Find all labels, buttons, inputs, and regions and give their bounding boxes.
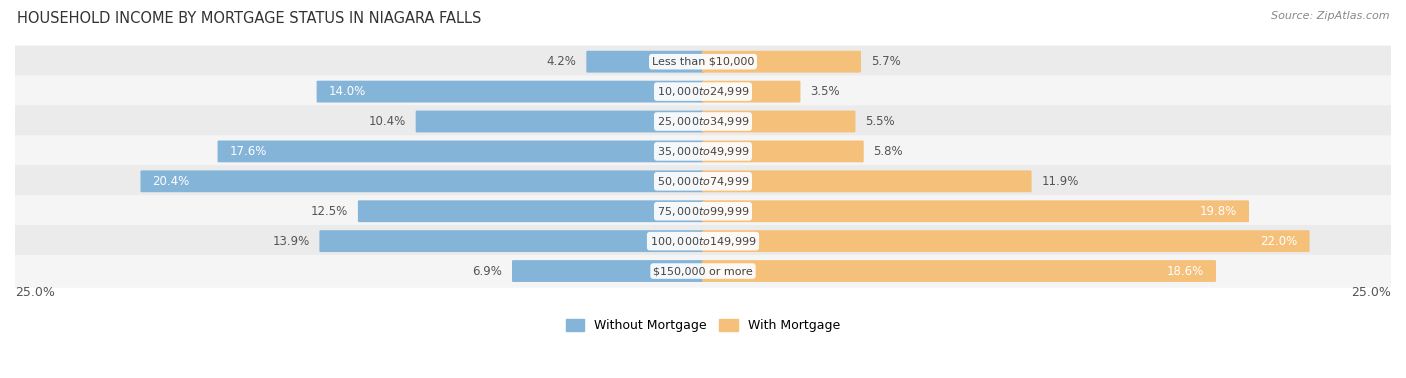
FancyBboxPatch shape	[702, 200, 1249, 222]
Text: 13.9%: 13.9%	[273, 235, 309, 248]
FancyBboxPatch shape	[702, 141, 863, 162]
Text: 25.0%: 25.0%	[15, 286, 55, 299]
Text: 5.8%: 5.8%	[873, 145, 903, 158]
Text: 19.8%: 19.8%	[1199, 205, 1237, 218]
Text: $50,000 to $74,999: $50,000 to $74,999	[657, 175, 749, 188]
FancyBboxPatch shape	[416, 111, 704, 132]
FancyBboxPatch shape	[7, 195, 1399, 228]
Text: 17.6%: 17.6%	[229, 145, 267, 158]
FancyBboxPatch shape	[319, 230, 704, 252]
FancyBboxPatch shape	[7, 225, 1399, 258]
Text: 25.0%: 25.0%	[1351, 286, 1391, 299]
FancyBboxPatch shape	[7, 76, 1399, 108]
Text: 22.0%: 22.0%	[1260, 235, 1298, 248]
Text: 11.9%: 11.9%	[1042, 175, 1078, 188]
Text: Source: ZipAtlas.com: Source: ZipAtlas.com	[1271, 11, 1389, 21]
FancyBboxPatch shape	[702, 170, 1032, 192]
Text: 6.9%: 6.9%	[472, 265, 502, 277]
FancyBboxPatch shape	[316, 81, 704, 102]
Text: Less than $10,000: Less than $10,000	[652, 57, 754, 67]
Legend: Without Mortgage, With Mortgage: Without Mortgage, With Mortgage	[561, 314, 845, 337]
Text: $25,000 to $34,999: $25,000 to $34,999	[657, 115, 749, 128]
Text: 4.2%: 4.2%	[547, 55, 576, 68]
Text: $10,000 to $24,999: $10,000 to $24,999	[657, 85, 749, 98]
FancyBboxPatch shape	[7, 105, 1399, 138]
Text: 3.5%: 3.5%	[810, 85, 839, 98]
FancyBboxPatch shape	[702, 51, 860, 73]
FancyBboxPatch shape	[7, 45, 1399, 79]
FancyBboxPatch shape	[702, 260, 1216, 282]
FancyBboxPatch shape	[218, 141, 704, 162]
Text: 10.4%: 10.4%	[368, 115, 406, 128]
Text: 20.4%: 20.4%	[153, 175, 190, 188]
Text: HOUSEHOLD INCOME BY MORTGAGE STATUS IN NIAGARA FALLS: HOUSEHOLD INCOME BY MORTGAGE STATUS IN N…	[17, 11, 481, 26]
Text: $35,000 to $49,999: $35,000 to $49,999	[657, 145, 749, 158]
Text: $75,000 to $99,999: $75,000 to $99,999	[657, 205, 749, 218]
Text: 14.0%: 14.0%	[329, 85, 366, 98]
Text: 5.5%: 5.5%	[865, 115, 896, 128]
Text: $100,000 to $149,999: $100,000 to $149,999	[650, 235, 756, 248]
FancyBboxPatch shape	[359, 200, 704, 222]
FancyBboxPatch shape	[512, 260, 704, 282]
Text: $150,000 or more: $150,000 or more	[654, 266, 752, 276]
Text: 12.5%: 12.5%	[311, 205, 349, 218]
Text: 5.7%: 5.7%	[870, 55, 901, 68]
FancyBboxPatch shape	[141, 170, 704, 192]
FancyBboxPatch shape	[7, 165, 1399, 198]
Text: 18.6%: 18.6%	[1167, 265, 1204, 277]
FancyBboxPatch shape	[702, 230, 1309, 252]
FancyBboxPatch shape	[586, 51, 704, 73]
FancyBboxPatch shape	[7, 255, 1399, 288]
FancyBboxPatch shape	[702, 111, 855, 132]
FancyBboxPatch shape	[702, 81, 800, 102]
FancyBboxPatch shape	[7, 135, 1399, 168]
